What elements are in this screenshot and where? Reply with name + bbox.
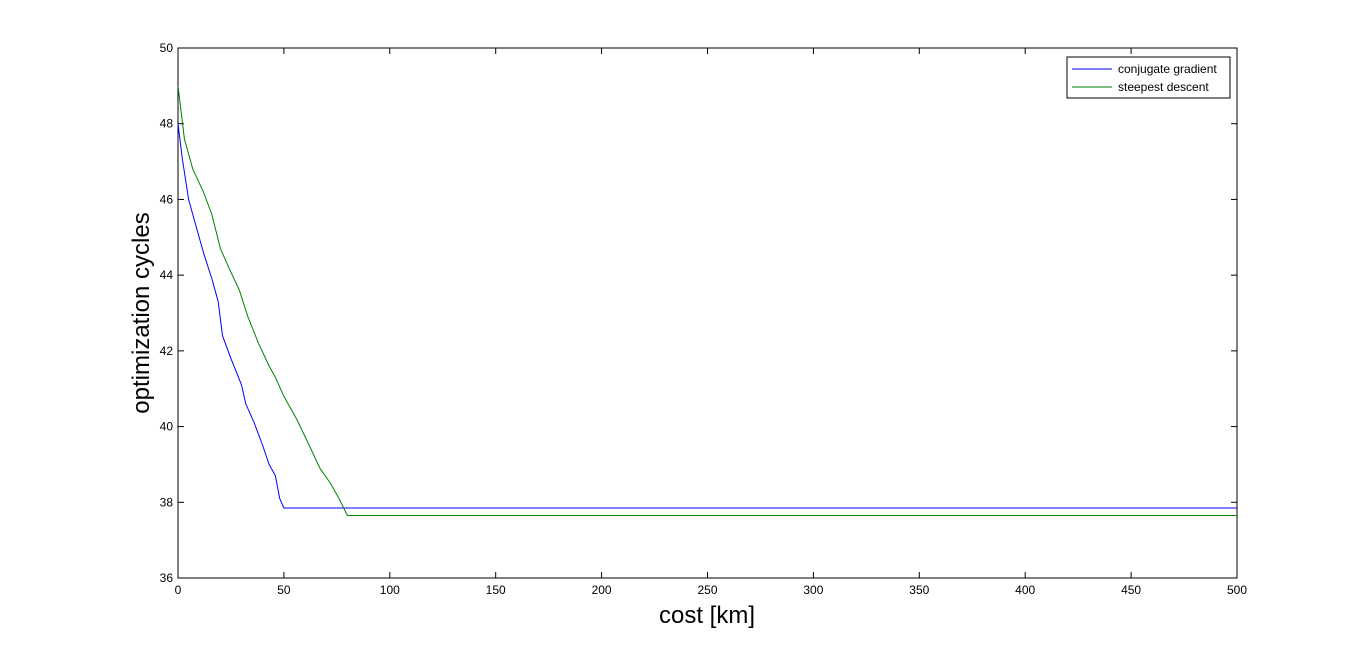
x-tick-label: 450 [1121,583,1141,597]
legend-label: steepest descent [1118,80,1209,94]
y-tick-label: 42 [160,344,174,358]
x-axis-label: cost [km] [659,602,755,629]
plot-frame [177,47,1238,579]
series-line-conjugate-gradient [177,123,1237,509]
y-tick-label: 50 [160,41,174,55]
y-tick-label: 40 [160,420,174,434]
x-tick-label: 300 [803,583,823,597]
y-tick-label: 44 [160,268,174,282]
x-tick-label: 150 [486,583,506,597]
series-line-steepest-descent [177,85,1237,516]
x-tick-label: 250 [697,583,717,597]
x-tick-label: 200 [592,583,612,597]
y-axis-ticks: 36 38 40 42 44 46 48 50 [160,41,1237,585]
plot-area [177,47,1238,579]
x-tick-label: 50 [277,583,291,597]
series-layer [177,85,1237,516]
x-tick-label: 100 [380,583,400,597]
x-tick-label: 500 [1227,583,1247,597]
x-axis-ticks: 0 50 100 150 200 250 300 350 400 450 500 [175,48,1247,597]
y-axis-label: optimization cycles [128,212,155,413]
y-tick-label: 48 [160,117,174,131]
x-tick-label: 350 [909,583,929,597]
y-tick-label: 46 [160,192,174,206]
x-tick-label: 0 [175,583,182,597]
legend-box [1066,56,1231,99]
legend: conjugate gradient steepest descent [1066,56,1231,99]
y-tick-label: 36 [160,571,174,585]
y-tick-label: 38 [160,495,174,509]
x-tick-label: 400 [1015,583,1035,597]
legend-label: conjugate gradient [1118,62,1217,76]
